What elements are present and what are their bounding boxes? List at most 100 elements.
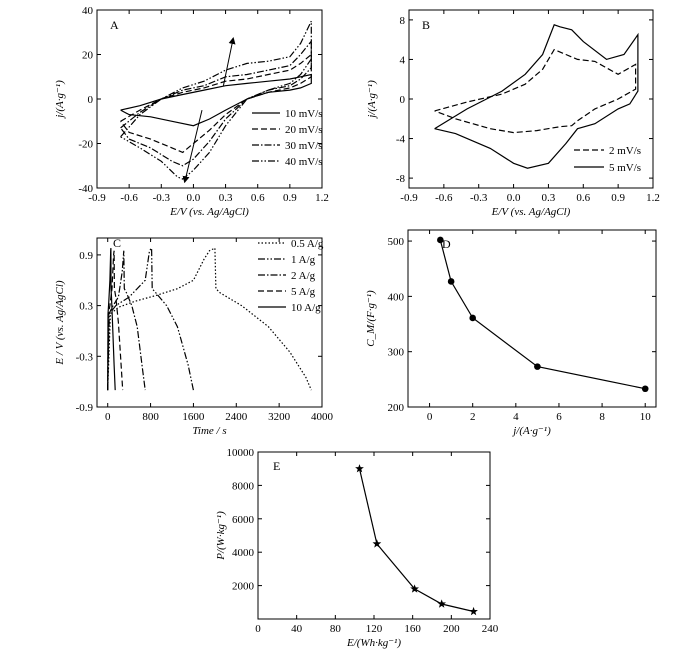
x-tick-label: 0.6 <box>251 192 265 204</box>
x-tick-label: 0.0 <box>507 192 521 204</box>
y-tick-label: 10000 <box>227 447 255 459</box>
data-point <box>437 599 447 608</box>
legend-label: 10 mV/s <box>285 108 323 120</box>
legend-label: 0.5 A/g <box>291 238 324 250</box>
y-tick-label: -8 <box>396 173 406 185</box>
x-tick-label: 800 <box>142 411 159 423</box>
y-tick-label: 400 <box>388 291 405 303</box>
x-axis-title: j/(A·g⁻¹) <box>511 425 551 437</box>
data-point <box>372 539 382 548</box>
data-point <box>355 464 364 473</box>
y-tick-label: 6000 <box>232 514 255 526</box>
y-tick-label: 4000 <box>232 547 255 559</box>
x-axis-title: E/(Wh·kg⁻¹) <box>346 637 401 649</box>
y-axis-title: P/(W·kg⁻¹) <box>215 511 227 561</box>
series-line <box>107 250 146 391</box>
y-tick-label: 8000 <box>232 480 255 492</box>
x-axis-title: E/V (vs. Ag/AgCl) <box>491 206 571 218</box>
series-line <box>107 247 312 391</box>
y-tick-label: -0.3 <box>76 351 94 363</box>
chart-panel-c: 0 800 1600 2400 3200 4000 -0.9 -0.3 0.3 0.9 Time /… <box>54 236 334 437</box>
y-tick-label: 300 <box>388 347 405 359</box>
data-point <box>469 606 478 616</box>
legend-label: 40 mV/s <box>285 156 323 168</box>
arrow-up-indicator <box>222 36 236 86</box>
x-tick-label: -0.6 <box>120 192 138 204</box>
legend-label: 2 A/g <box>291 270 316 282</box>
y-tick-label: -20 <box>78 139 93 151</box>
series-line <box>120 73 312 127</box>
plot-frame <box>407 229 657 408</box>
arrow-down-indicator <box>182 110 203 184</box>
series-line <box>120 20 312 180</box>
y-axis-title: j/(A·g⁻¹) <box>54 80 66 120</box>
y-tick-label: 20 <box>82 50 94 62</box>
y-axis-title: j/(A·g⁻¹) <box>366 80 378 120</box>
x-tick-label: -0.6 <box>435 192 453 204</box>
x-tick-label: -0.9 <box>400 192 418 204</box>
data-point <box>437 236 444 244</box>
data-point <box>469 314 476 322</box>
x-tick-label: 0.3 <box>542 192 556 204</box>
series-line <box>107 246 194 391</box>
data-point <box>534 363 541 370</box>
x-tick-label: 2400 <box>225 411 248 423</box>
y-tick-label: 200 <box>388 402 405 414</box>
x-tick-label: 40 <box>291 623 303 635</box>
x-tick-label: 240 <box>482 623 499 635</box>
x-tick-label: 0.3 <box>219 192 233 204</box>
x-tick-label: 2 <box>470 411 476 423</box>
panel-letter: B <box>422 18 430 32</box>
y-tick-label: 0.3 <box>79 301 93 313</box>
legend-label: 30 mV/s <box>285 140 323 152</box>
x-tick-label: 0 <box>255 623 261 635</box>
panel-letter: E <box>273 459 280 473</box>
x-tick-label: 1600 <box>182 411 205 423</box>
y-tick-label: -40 <box>78 183 93 195</box>
legend-label: 2 mV/s <box>609 145 641 157</box>
y-tick-label: 500 <box>388 236 405 248</box>
chart-panel-a: -0.9 -0.6 -0.3 0.0 0.3 0.6 0.9 1.2 -40 -20 0 20 40 E/… <box>54 5 329 218</box>
x-tick-label: 6 <box>556 411 562 423</box>
x-tick-label: 80 <box>330 623 342 635</box>
x-tick-label: 0.9 <box>283 192 297 204</box>
series-line <box>120 53 312 154</box>
x-tick-label: 1.2 <box>646 192 660 204</box>
chart-panel-e: 0 40 80 120 160 200 240 2000 4000 6000 8000 10000 E/… <box>215 447 499 649</box>
x-tick-label: -0.9 <box>88 192 106 204</box>
y-tick-label: 0 <box>88 94 94 106</box>
data-point <box>447 278 455 285</box>
plot-frame <box>96 237 323 408</box>
series-line <box>439 239 646 390</box>
x-axis-title: E/V (vs. Ag/AgCl) <box>169 206 249 218</box>
x-tick-label: 0 <box>427 411 433 423</box>
x-tick-label: 160 <box>404 623 421 635</box>
x-tick-label: 4000 <box>311 411 334 423</box>
x-tick-label: 8 <box>599 411 605 423</box>
y-tick-label: 0 <box>400 94 406 106</box>
y-tick-label: 40 <box>82 5 94 17</box>
series-line <box>120 39 312 167</box>
legend-label: 20 mV/s <box>285 124 323 136</box>
x-tick-label: -0.3 <box>153 192 171 204</box>
legend-label: 5 A/g <box>291 286 316 298</box>
x-tick-label: 3200 <box>268 411 291 423</box>
chart-panel-d: 0 2 4 6 8 10 200 300 400 500 j/(A·g⁻¹) C_M/(F·g⁻¹) D <box>365 229 657 437</box>
x-tick-label: -0.3 <box>470 192 488 204</box>
series-line <box>107 250 124 391</box>
x-tick-label: 200 <box>443 623 460 635</box>
y-tick-label: -4 <box>396 134 406 146</box>
x-tick-label: 0.6 <box>576 192 590 204</box>
y-axis-title: E / V (vs. Ag/AgCl) <box>54 280 66 366</box>
panel-letter: C <box>113 236 121 250</box>
series-line <box>434 24 639 169</box>
legend-label: 5 mV/s <box>609 162 641 174</box>
data-point <box>641 385 649 393</box>
y-tick-label: 8 <box>400 15 406 27</box>
legend-label: 10 A/g <box>291 302 321 314</box>
x-tick-label: 120 <box>366 623 383 635</box>
x-tick-label: 0.9 <box>611 192 625 204</box>
x-tick-label: 0.0 <box>187 192 201 204</box>
x-tick-label: 0 <box>105 411 111 423</box>
